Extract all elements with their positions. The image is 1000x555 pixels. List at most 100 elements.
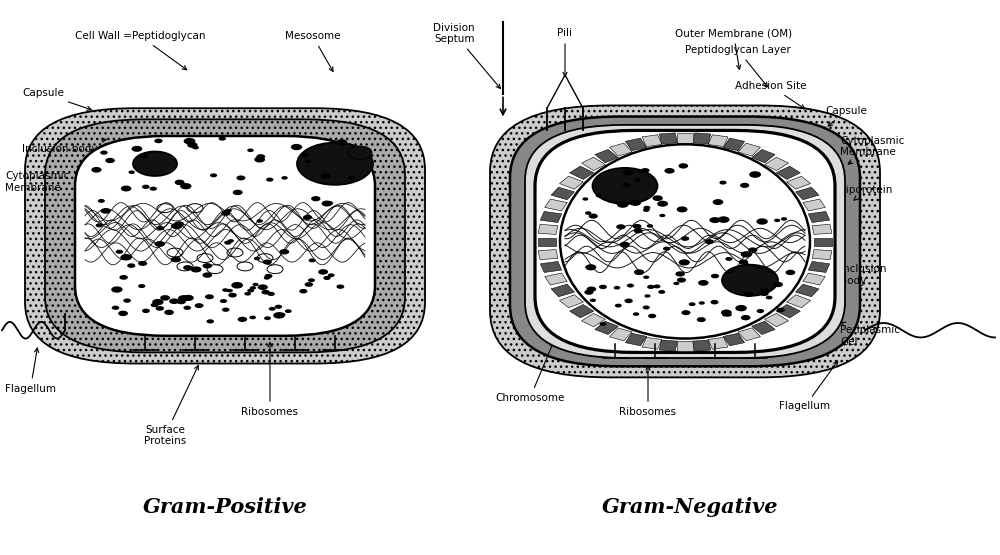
Bar bbox=[642, 135, 662, 147]
Circle shape bbox=[713, 199, 723, 205]
Bar bbox=[708, 337, 728, 349]
Bar bbox=[551, 187, 574, 200]
Circle shape bbox=[233, 190, 243, 195]
Circle shape bbox=[264, 274, 273, 278]
Circle shape bbox=[623, 183, 630, 187]
Circle shape bbox=[659, 214, 665, 217]
Circle shape bbox=[722, 312, 730, 316]
Circle shape bbox=[630, 199, 641, 206]
Circle shape bbox=[171, 223, 182, 229]
Bar bbox=[610, 328, 632, 341]
Circle shape bbox=[220, 299, 227, 303]
Polygon shape bbox=[565, 75, 583, 108]
Bar bbox=[595, 149, 618, 163]
Circle shape bbox=[741, 251, 752, 258]
Circle shape bbox=[253, 283, 259, 286]
Circle shape bbox=[219, 137, 226, 140]
Bar bbox=[787, 176, 811, 189]
Circle shape bbox=[721, 310, 732, 315]
Circle shape bbox=[698, 280, 709, 286]
Bar bbox=[540, 261, 562, 273]
FancyBboxPatch shape bbox=[510, 117, 860, 366]
FancyBboxPatch shape bbox=[45, 119, 405, 352]
Circle shape bbox=[206, 319, 214, 324]
Circle shape bbox=[336, 139, 347, 145]
Circle shape bbox=[677, 206, 688, 213]
Circle shape bbox=[311, 196, 321, 201]
Text: Capsule: Capsule bbox=[22, 88, 91, 110]
Circle shape bbox=[596, 194, 602, 198]
Circle shape bbox=[348, 146, 372, 159]
Circle shape bbox=[139, 153, 148, 158]
Circle shape bbox=[336, 285, 344, 289]
Circle shape bbox=[600, 322, 606, 326]
Circle shape bbox=[323, 276, 331, 280]
Circle shape bbox=[178, 295, 189, 301]
Circle shape bbox=[633, 224, 641, 229]
Circle shape bbox=[644, 294, 651, 297]
Circle shape bbox=[112, 306, 119, 310]
Circle shape bbox=[663, 246, 670, 251]
Circle shape bbox=[157, 226, 164, 230]
Circle shape bbox=[710, 300, 719, 304]
Ellipse shape bbox=[560, 144, 810, 339]
Circle shape bbox=[263, 260, 272, 265]
Circle shape bbox=[679, 259, 690, 265]
Circle shape bbox=[777, 307, 785, 312]
Circle shape bbox=[100, 150, 108, 155]
Text: Flagellum: Flagellum bbox=[780, 361, 838, 411]
Text: Gram-Positive: Gram-Positive bbox=[143, 497, 307, 517]
Circle shape bbox=[620, 242, 630, 248]
Circle shape bbox=[634, 228, 643, 233]
Circle shape bbox=[297, 143, 373, 185]
Bar bbox=[595, 321, 618, 335]
Circle shape bbox=[718, 216, 730, 223]
Circle shape bbox=[774, 219, 780, 222]
Circle shape bbox=[202, 273, 212, 278]
Circle shape bbox=[264, 276, 270, 280]
Bar bbox=[808, 211, 830, 223]
Circle shape bbox=[744, 291, 753, 297]
Circle shape bbox=[269, 307, 276, 311]
Circle shape bbox=[653, 195, 663, 201]
Bar bbox=[693, 133, 711, 144]
Circle shape bbox=[709, 217, 720, 223]
Circle shape bbox=[180, 183, 191, 189]
FancyBboxPatch shape bbox=[535, 130, 835, 352]
Circle shape bbox=[648, 314, 656, 318]
Bar bbox=[610, 143, 632, 156]
Bar bbox=[659, 133, 677, 144]
Circle shape bbox=[226, 289, 233, 292]
Circle shape bbox=[582, 198, 588, 201]
Circle shape bbox=[236, 175, 245, 180]
Circle shape bbox=[760, 291, 769, 296]
Bar bbox=[808, 261, 830, 273]
Circle shape bbox=[281, 176, 288, 180]
Circle shape bbox=[749, 171, 761, 178]
Circle shape bbox=[589, 214, 598, 219]
Circle shape bbox=[120, 254, 132, 260]
Bar bbox=[776, 305, 800, 318]
Circle shape bbox=[266, 178, 273, 181]
Circle shape bbox=[719, 180, 727, 185]
Circle shape bbox=[321, 174, 331, 179]
Circle shape bbox=[156, 306, 164, 311]
Circle shape bbox=[267, 292, 275, 296]
Bar bbox=[803, 273, 825, 285]
Bar bbox=[752, 149, 775, 163]
Circle shape bbox=[101, 208, 111, 214]
Circle shape bbox=[624, 299, 633, 303]
Circle shape bbox=[160, 295, 170, 301]
Circle shape bbox=[766, 296, 773, 300]
Bar bbox=[659, 340, 677, 351]
Circle shape bbox=[183, 265, 192, 270]
Circle shape bbox=[348, 176, 355, 180]
Circle shape bbox=[256, 219, 263, 223]
Bar bbox=[723, 138, 745, 150]
Circle shape bbox=[711, 274, 719, 279]
Circle shape bbox=[222, 288, 229, 292]
Circle shape bbox=[119, 275, 128, 280]
Circle shape bbox=[261, 290, 270, 295]
Circle shape bbox=[142, 185, 150, 189]
Circle shape bbox=[111, 286, 123, 292]
